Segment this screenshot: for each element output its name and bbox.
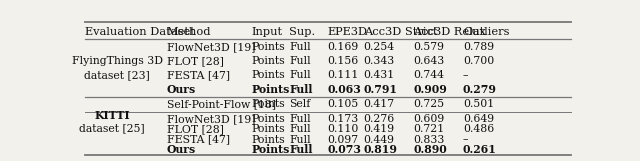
Text: 0.449: 0.449 (364, 135, 395, 145)
Text: Acc3D Relax: Acc3D Relax (413, 27, 486, 37)
Text: Points: Points (251, 124, 285, 134)
Text: Points: Points (251, 144, 289, 155)
Text: Full: Full (289, 84, 313, 95)
Text: 0.419: 0.419 (364, 124, 395, 134)
Text: 0.261: 0.261 (463, 144, 497, 155)
Text: Points: Points (251, 84, 289, 95)
Text: Full: Full (289, 70, 311, 80)
Text: Method: Method (167, 27, 211, 37)
Text: Points: Points (251, 42, 285, 52)
Text: Full: Full (289, 56, 311, 66)
Text: 0.700: 0.700 (463, 56, 494, 66)
Text: FlowNet3D [19]: FlowNet3D [19] (167, 42, 255, 52)
Text: Evaluation Dataset: Evaluation Dataset (85, 27, 195, 37)
Text: 0.649: 0.649 (463, 114, 494, 124)
Text: FLOT [28]: FLOT [28] (167, 56, 223, 66)
Text: Points: Points (251, 135, 285, 145)
Text: Ours: Ours (167, 144, 196, 155)
Text: Acc3D Strict: Acc3D Strict (364, 27, 437, 37)
Text: 0.063: 0.063 (327, 84, 361, 95)
Text: Input: Input (251, 27, 282, 37)
Text: FLOT [28]: FLOT [28] (167, 124, 223, 134)
Text: Ours: Ours (167, 84, 196, 95)
Text: 0.279: 0.279 (463, 84, 497, 95)
Text: 0.276: 0.276 (364, 114, 395, 124)
Text: dataset [23]: dataset [23] (84, 70, 150, 80)
Text: Self-Point-Flow [18]: Self-Point-Flow [18] (167, 99, 276, 109)
Text: –: – (463, 70, 468, 80)
Text: FESTA [47]: FESTA [47] (167, 135, 230, 145)
Text: KITTI: KITTI (95, 110, 130, 121)
Text: Full: Full (289, 144, 313, 155)
Text: 0.721: 0.721 (413, 124, 445, 134)
Text: Full: Full (289, 114, 311, 124)
Text: Full: Full (289, 42, 311, 52)
Text: 0.819: 0.819 (364, 144, 397, 155)
Text: dataset [25]: dataset [25] (79, 123, 145, 133)
Text: Full: Full (289, 135, 311, 145)
Text: FESTA [47]: FESTA [47] (167, 70, 230, 80)
Text: 0.156: 0.156 (327, 56, 358, 66)
Text: 0.169: 0.169 (327, 42, 358, 52)
Text: 0.417: 0.417 (364, 99, 395, 109)
Text: Points: Points (251, 99, 285, 109)
Text: Sup.: Sup. (289, 27, 316, 37)
Text: 0.579: 0.579 (413, 42, 444, 52)
Text: Outliers: Outliers (463, 27, 509, 37)
Text: 0.173: 0.173 (327, 114, 358, 124)
Text: 0.890: 0.890 (413, 144, 447, 155)
Text: FlowNet3D [19]: FlowNet3D [19] (167, 114, 255, 124)
Text: EPE3D: EPE3D (327, 27, 367, 37)
Text: 0.486: 0.486 (463, 124, 494, 134)
Text: 0.097: 0.097 (327, 135, 358, 145)
Text: 0.110: 0.110 (327, 124, 358, 134)
Text: Full: Full (289, 124, 311, 134)
Text: 0.073: 0.073 (327, 144, 361, 155)
Text: 0.909: 0.909 (413, 84, 447, 95)
Text: 0.791: 0.791 (364, 84, 397, 95)
Text: 0.111: 0.111 (327, 70, 358, 80)
Text: –: – (463, 135, 468, 145)
Text: 0.789: 0.789 (463, 42, 494, 52)
Text: Self: Self (289, 99, 310, 109)
Text: FlyingThings 3D: FlyingThings 3D (72, 57, 163, 66)
Text: 0.833: 0.833 (413, 135, 445, 145)
Text: 0.725: 0.725 (413, 99, 444, 109)
Text: 0.431: 0.431 (364, 70, 395, 80)
Text: Points: Points (251, 114, 285, 124)
Text: 0.744: 0.744 (413, 70, 444, 80)
Text: 0.643: 0.643 (413, 56, 445, 66)
Text: Points: Points (251, 56, 285, 66)
Text: 0.105: 0.105 (327, 99, 358, 109)
Text: 0.254: 0.254 (364, 42, 395, 52)
Text: Points: Points (251, 70, 285, 80)
Text: 0.501: 0.501 (463, 99, 494, 109)
Text: 0.343: 0.343 (364, 56, 395, 66)
Text: 0.609: 0.609 (413, 114, 445, 124)
